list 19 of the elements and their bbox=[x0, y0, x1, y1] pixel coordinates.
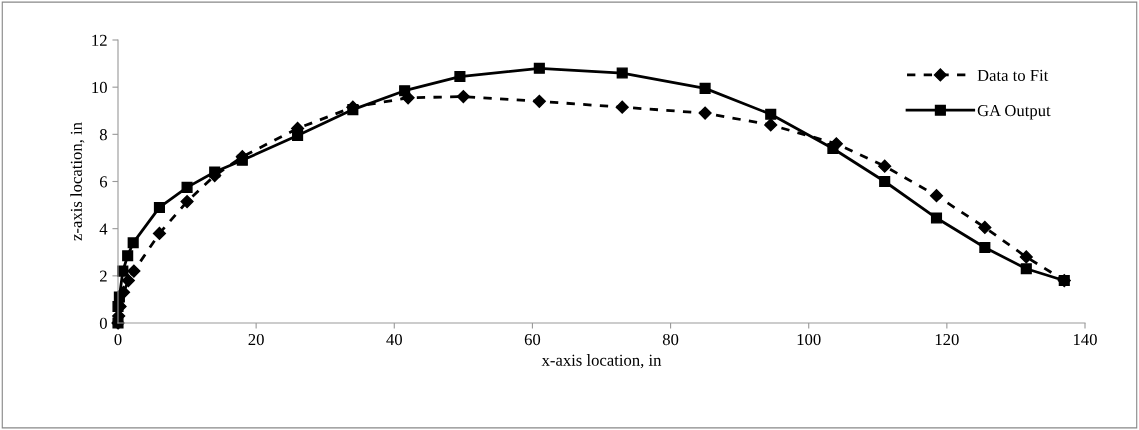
y-axis-title: z-axis location, in bbox=[70, 122, 85, 241]
x-tick-label: 20 bbox=[248, 333, 264, 346]
y-tick-label: 2 bbox=[99, 270, 107, 282]
x-axis-title: x-axis location, in bbox=[541, 354, 662, 369]
y-tick-label: 10 bbox=[92, 81, 107, 94]
y-tick-label: 8 bbox=[99, 129, 107, 141]
y-tick-label: 0 bbox=[99, 317, 107, 329]
x-tick-label: 100 bbox=[797, 333, 821, 346]
legend-label: GA Output bbox=[977, 105, 1051, 120]
y-tick-label: 6 bbox=[99, 176, 108, 188]
x-tick-label: 40 bbox=[386, 333, 402, 346]
y-tick-label: 12 bbox=[92, 34, 107, 46]
x-tick-label: 120 bbox=[935, 333, 959, 346]
x-tick-label: 60 bbox=[524, 333, 541, 346]
y-tick-label: 4 bbox=[99, 223, 108, 235]
x-tick-label: 80 bbox=[662, 333, 679, 346]
x-tick-label: 140 bbox=[1073, 333, 1097, 346]
legend-label: Data to Fit bbox=[977, 69, 1049, 81]
x-tick-label: 0 bbox=[114, 333, 122, 346]
